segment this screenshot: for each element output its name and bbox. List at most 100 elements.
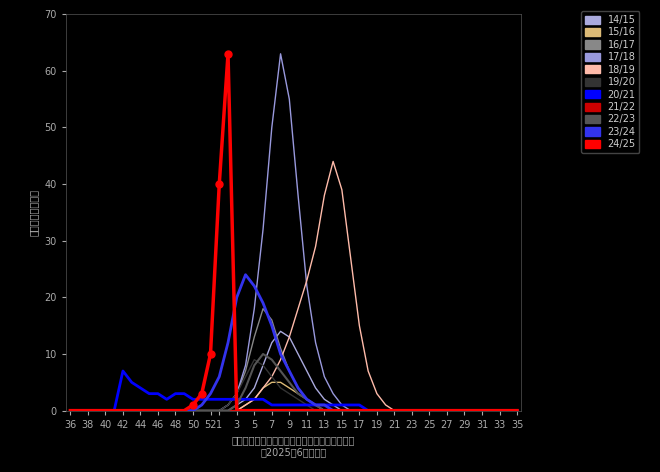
14/15: [285, 334, 293, 340]
22/23: [364, 408, 372, 413]
23/24: [102, 408, 110, 413]
20/21: [119, 368, 127, 374]
17/18: [277, 51, 284, 57]
20/21: [233, 396, 241, 402]
Line: 19/20: 19/20: [71, 360, 517, 411]
Line: 16/17: 16/17: [71, 309, 517, 411]
20/21: [102, 408, 110, 413]
16/17: [364, 408, 372, 413]
23/24: [242, 272, 249, 278]
16/17: [259, 306, 267, 312]
24/25: [513, 408, 521, 413]
16/17: [487, 408, 495, 413]
17/18: [102, 408, 110, 413]
21/22: [338, 408, 346, 413]
Line: 24/25: 24/25: [67, 51, 521, 414]
20/21: [346, 402, 354, 408]
23/24: [285, 368, 293, 374]
Line: 14/15: 14/15: [71, 331, 517, 411]
15/16: [102, 408, 110, 413]
24/25: [285, 408, 293, 413]
Line: 21/22: 21/22: [67, 408, 520, 413]
21/22: [102, 408, 110, 413]
18/19: [329, 159, 337, 164]
21/22: [224, 408, 232, 413]
18/19: [513, 408, 521, 413]
15/16: [224, 408, 232, 413]
18/19: [102, 408, 110, 413]
19/20: [513, 408, 521, 413]
16/17: [67, 408, 75, 413]
24/25: [233, 408, 241, 413]
21/22: [277, 408, 284, 413]
18/19: [487, 408, 495, 413]
22/23: [102, 408, 110, 413]
20/21: [513, 408, 521, 413]
15/16: [346, 408, 354, 413]
24/25: [67, 408, 75, 413]
23/24: [224, 340, 232, 346]
24/25: [102, 408, 110, 413]
Line: 22/23: 22/23: [71, 354, 517, 411]
17/18: [364, 408, 372, 413]
18/19: [364, 368, 372, 374]
23/24: [364, 408, 372, 413]
17/18: [346, 408, 354, 413]
21/22: [513, 408, 521, 413]
Y-axis label: 定点あたり届出数: 定点あたり届出数: [29, 189, 39, 236]
18/19: [346, 255, 354, 261]
X-axis label: 三重県のインフルエンザ定点あたり患者届出数
（2025年6月現在）: 三重県のインフルエンザ定点あたり患者届出数 （2025年6月現在）: [232, 435, 355, 457]
Line: 15/16: 15/16: [71, 382, 517, 411]
18/19: [224, 408, 232, 413]
18/19: [67, 408, 75, 413]
21/22: [478, 408, 486, 413]
23/24: [513, 408, 521, 413]
14/15: [102, 408, 110, 413]
14/15: [277, 329, 284, 334]
17/18: [487, 408, 495, 413]
Line: 18/19: 18/19: [71, 161, 517, 411]
16/17: [224, 402, 232, 408]
14/15: [487, 408, 495, 413]
20/21: [67, 408, 75, 413]
14/15: [346, 408, 354, 413]
19/20: [67, 408, 75, 413]
15/16: [67, 408, 75, 413]
22/23: [67, 408, 75, 413]
14/15: [513, 408, 521, 413]
18/19: [277, 357, 284, 362]
15/16: [487, 408, 495, 413]
22/23: [285, 379, 293, 385]
Line: 20/21: 20/21: [71, 371, 517, 411]
15/16: [364, 408, 372, 413]
17/18: [67, 408, 75, 413]
21/22: [356, 408, 364, 413]
24/25: [346, 408, 354, 413]
Line: 17/18: 17/18: [71, 54, 517, 411]
16/17: [285, 368, 293, 374]
19/20: [346, 408, 354, 413]
17/18: [513, 408, 521, 413]
22/23: [487, 408, 495, 413]
23/24: [346, 408, 354, 413]
23/24: [487, 408, 495, 413]
24/25: [364, 408, 372, 413]
22/23: [346, 408, 354, 413]
15/16: [285, 385, 293, 391]
19/20: [224, 402, 232, 408]
22/23: [224, 408, 232, 413]
17/18: [285, 96, 293, 102]
20/21: [364, 408, 372, 413]
22/23: [259, 351, 267, 357]
17/18: [224, 402, 232, 408]
Legend: 14/15, 15/16, 16/17, 17/18, 18/19, 19/20, 20/21, 21/22, 22/23, 23/24, 24/25: 14/15, 15/16, 16/17, 17/18, 18/19, 19/20…: [581, 11, 640, 153]
19/20: [250, 357, 258, 362]
15/16: [268, 379, 276, 385]
14/15: [224, 408, 232, 413]
20/21: [285, 402, 293, 408]
19/20: [102, 408, 110, 413]
16/17: [513, 408, 521, 413]
21/22: [67, 408, 75, 413]
19/20: [285, 391, 293, 396]
22/23: [513, 408, 521, 413]
